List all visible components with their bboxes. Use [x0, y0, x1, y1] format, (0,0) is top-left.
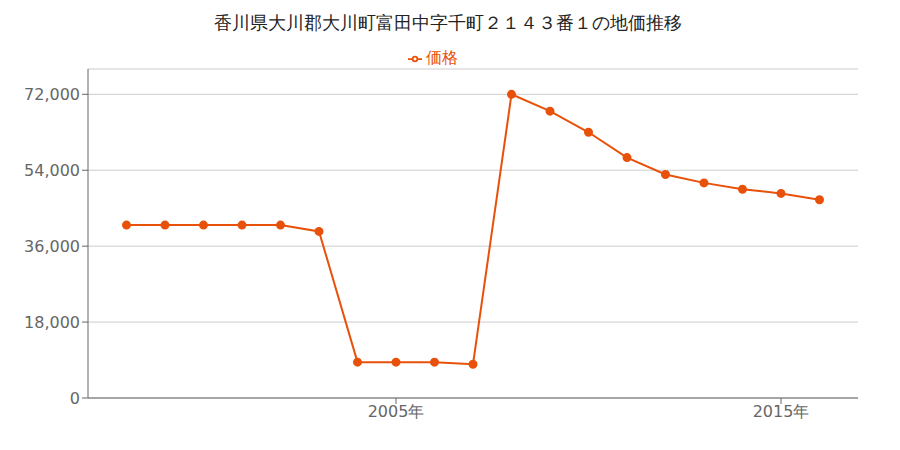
svg-text:36,000: 36,000 [24, 237, 80, 256]
svg-text:72,000: 72,000 [24, 85, 80, 104]
html-text:香川県大川郡大川町富田中字千町２１４３番１の地価推移: 香川県大川郡大川町富田中字千町２１４３番１の地価推移 [214, 12, 682, 33]
svg-text:2015年: 2015年 [753, 402, 810, 421]
svg-text:0: 0 [70, 389, 80, 408]
html-text:価格: 価格 [426, 48, 458, 67]
svg-text:2005年: 2005年 [368, 402, 425, 421]
svg-text:54,000: 54,000 [24, 161, 80, 180]
svg-text:18,000: 18,000 [24, 313, 80, 332]
